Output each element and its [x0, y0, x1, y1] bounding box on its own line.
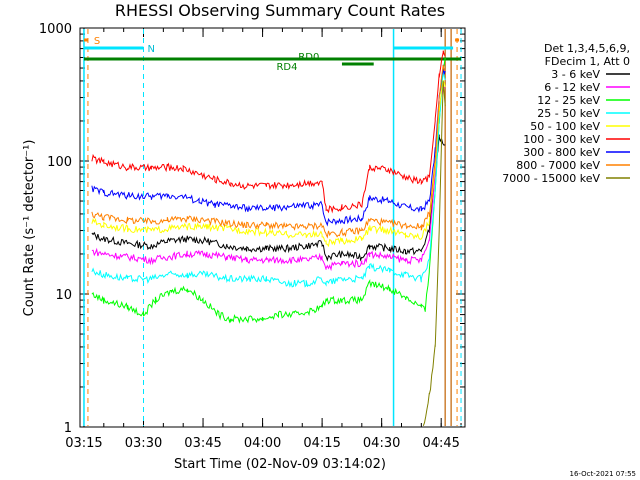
- legend-entry-label: 800 - 7000 keV: [516, 159, 600, 172]
- x-axis-title: Start Time (02-Nov-09 03:14:02): [174, 457, 386, 472]
- x-tick-label: 04:15: [303, 436, 340, 451]
- legend-entry-label: 3 - 6 keV: [551, 68, 600, 81]
- x-tick-label: 03:45: [184, 436, 221, 451]
- x-tick-label: 04:30: [363, 436, 400, 451]
- legend-entry-label: 300 - 800 keV: [523, 146, 600, 159]
- series-line-7: [91, 65, 446, 239]
- y-tick-label: 1: [64, 421, 72, 436]
- series-layer: [91, 50, 446, 426]
- series-line-1: [91, 83, 446, 272]
- date-stamp: 16-Oct-2021 07:55: [570, 470, 636, 478]
- x-axis: 03:15 03:30 03:45 04:00 04:15 04:30 04:45: [65, 28, 462, 451]
- legend-entry-label: 7000 - 15000 keV: [502, 172, 600, 185]
- x-tick-label: 03:15: [65, 436, 102, 451]
- series-line-5: [91, 50, 446, 214]
- legend-entry-label: 12 - 25 keV: [537, 94, 600, 107]
- label-s: S: [94, 36, 100, 47]
- label-rd0: RD0: [298, 52, 319, 63]
- y-tick-label: 100: [47, 155, 72, 170]
- y-axis-title: Count Rate (s⁻¹ detector⁻¹): [22, 140, 37, 317]
- x-tick-label: 04:00: [244, 436, 281, 451]
- y-tick-label: 1000: [39, 22, 72, 37]
- series-line-3: [91, 70, 446, 288]
- legend: Det 1,3,4,5,6,9,FDecim 1, Att 03 - 6 keV…: [502, 42, 630, 185]
- x-tick-label: 03:30: [125, 436, 162, 451]
- series-line-8: [422, 80, 446, 426]
- legend-header: Det 1,3,4,5,6,9,: [544, 42, 630, 55]
- series-line-4: [91, 79, 446, 248]
- x-tick-label: 04:45: [422, 436, 459, 451]
- chart-title: RHESSI Observing Summary Count Rates: [115, 1, 445, 20]
- series-line-6: [91, 64, 446, 227]
- series-line-0: [91, 134, 446, 262]
- legend-entry-label: 100 - 300 keV: [523, 133, 600, 146]
- label-rd4: RD4: [276, 62, 297, 73]
- legend-entry-label: 50 - 100 keV: [530, 120, 600, 133]
- legend-entry-label: 6 - 12 keV: [544, 81, 600, 94]
- legend-entry-label: 25 - 50 keV: [537, 107, 600, 120]
- legend-header: FDecim 1, Att 0: [545, 55, 630, 68]
- y-axis: 1 10 100 1000: [39, 22, 465, 436]
- label-n: N: [147, 44, 154, 55]
- plot-frame: [79, 27, 466, 428]
- series-line-2: [91, 57, 446, 324]
- plot-area: [79, 27, 466, 428]
- y-tick-label: 10: [55, 288, 72, 303]
